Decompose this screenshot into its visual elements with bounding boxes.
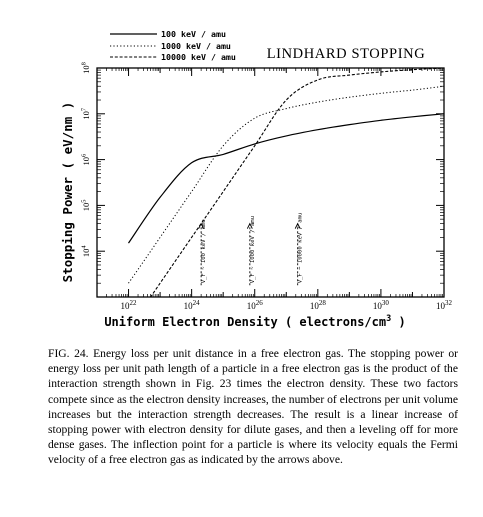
- y-tick-label: 106: [81, 153, 92, 166]
- series-line-2: [128, 85, 444, 284]
- y-axis-label: Stopping Power ( eV/nm ): [60, 102, 75, 283]
- x-axis-label-exponent: 3: [386, 314, 391, 324]
- fermi-arrowhead-3: [294, 222, 301, 229]
- x-tick-label: 1022: [121, 299, 138, 311]
- x-axis-label: Uniform Electron Density ( electrons/cm3…: [104, 314, 405, 329]
- x-tick-label: 1024: [184, 299, 201, 311]
- plot-frame: [96, 67, 445, 298]
- fermi-arrowhead-2: [246, 222, 253, 229]
- x-axis-label-main: Uniform Electron Density ( electrons/cm: [104, 315, 386, 329]
- chart-title: LINDHARD STOPPING: [267, 46, 426, 62]
- stopping-power-chart: 1022 1024 1026 1028 1030 1032104105106107108 …: [60, 29, 453, 329]
- y-tick-label: 108: [81, 62, 92, 74]
- y-tick-label: 105: [81, 200, 92, 212]
- legend-label-2: 1000 keV / amu: [161, 41, 231, 51]
- series-line-1: [128, 113, 444, 244]
- x-tick-label: 1028: [310, 299, 327, 311]
- x-tick-label: 1026: [247, 299, 264, 311]
- fermi-arrowhead-1: [198, 222, 205, 229]
- y-tick-label: 107: [81, 107, 92, 120]
- figure-caption: FIG. 24. Energy loss per unit distance i…: [48, 347, 458, 467]
- x-tick-label: 1032: [436, 299, 453, 311]
- legend-label-3: 10000 keV / amu: [161, 52, 236, 62]
- x-tick-label: 1030: [373, 299, 390, 311]
- figure-panel: 1022 1024 1026 1028 1030 1032 104 105 106 107 108 …: [60, 29, 453, 329]
- fermi-annotation-2: V_F ~ 1000 keV / amu: [250, 216, 256, 283]
- y-tick-label: 104: [81, 245, 92, 258]
- series-line-3: [149, 68, 444, 297]
- x-axis-label-end: ): [391, 315, 405, 329]
- legend-label-1: 100 keV / amu: [161, 29, 226, 39]
- fermi-annotation-3: V_F ~ 10000 keV / amu: [298, 213, 304, 284]
- fermi-annotation-1: V_F ~ 100 keV / amu: [201, 219, 207, 283]
